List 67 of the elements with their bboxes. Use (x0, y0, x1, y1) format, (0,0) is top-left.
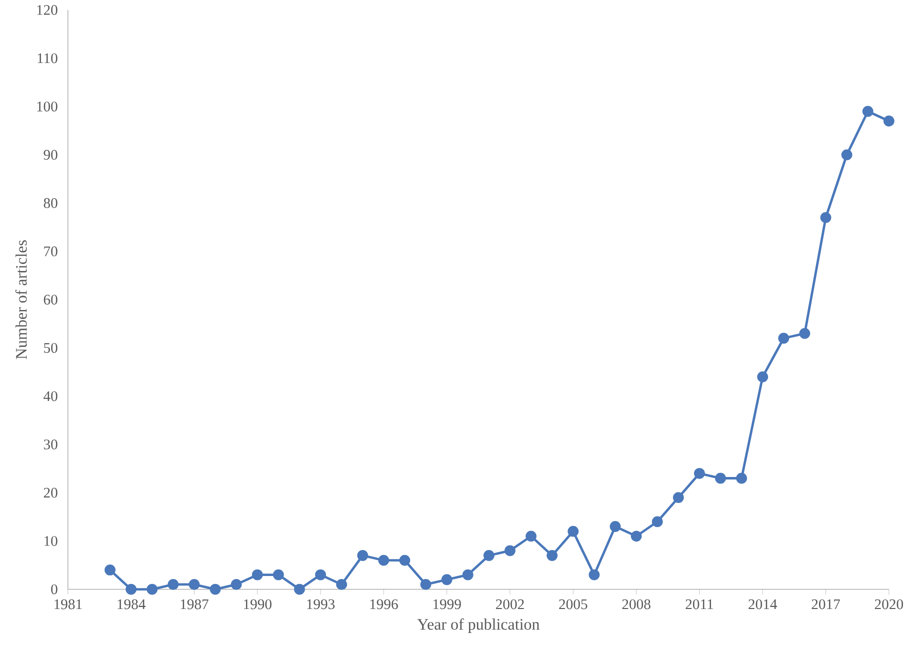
y-tick-label: 10 (44, 536, 58, 546)
x-tick-label: 2020 (874, 599, 904, 610)
y-tick-label: 50 (44, 342, 58, 353)
point (104, 564, 116, 576)
x-tick-label: 1993 (307, 599, 335, 610)
point (315, 569, 326, 580)
point (526, 530, 537, 542)
point (210, 584, 221, 595)
y-tick-label: 0 (51, 584, 58, 594)
point (778, 332, 790, 344)
point (630, 530, 642, 542)
point (399, 554, 410, 566)
point (357, 550, 368, 561)
point (230, 578, 242, 590)
x-tick-label: 2011 (686, 599, 713, 610)
point (588, 569, 600, 580)
point (715, 472, 726, 484)
point (462, 569, 474, 580)
point (841, 149, 852, 160)
x-axis-title: Year of publication (417, 618, 540, 633)
point (483, 550, 494, 561)
point (568, 526, 579, 537)
y-tick-label: 100 (37, 102, 58, 112)
point (168, 578, 179, 590)
y-tick-label: 90 (44, 150, 58, 160)
x-tick-label: 2017 (812, 599, 840, 610)
point (820, 212, 832, 223)
y-tick-label: 20 (44, 488, 58, 498)
point (378, 554, 390, 566)
point (610, 520, 621, 532)
point (546, 550, 558, 561)
point (294, 584, 305, 595)
y-tick-label: 80 (44, 198, 58, 208)
point (252, 569, 263, 580)
x-tick-label: 2002 (496, 599, 524, 610)
point (272, 569, 284, 580)
point (504, 545, 516, 556)
point (862, 106, 874, 117)
y-tick-label: 60 (44, 294, 58, 304)
y-axis-title: Number of articles (15, 240, 27, 359)
point (799, 328, 810, 339)
x-tick-label: 1984 (118, 599, 146, 610)
x-tick-label: 1996 (370, 599, 398, 610)
y-tick-label: 30 (44, 439, 58, 450)
y-tick-label: 40 (44, 391, 58, 402)
point (146, 584, 158, 595)
point (420, 578, 432, 590)
x-tick-label: 2005 (559, 599, 588, 610)
point (188, 578, 200, 590)
x-tick-label: 1999 (433, 599, 461, 610)
point (336, 578, 348, 590)
x-tick-label: 2008 (622, 599, 650, 610)
x-tick-label: 2014 (748, 599, 778, 610)
point (672, 492, 684, 503)
x-tick-label: 1987 (180, 599, 208, 610)
point (757, 371, 768, 382)
point (441, 574, 452, 585)
point (694, 468, 705, 479)
point (736, 472, 748, 484)
y-tick-label: 110 (38, 53, 58, 64)
y-tick-label: 70 (44, 246, 58, 256)
x-tick-label: 1990 (244, 599, 272, 610)
point (126, 584, 137, 595)
y-tick-label: 120 (37, 4, 58, 15)
point (652, 516, 663, 528)
point (883, 115, 894, 126)
x-tick-label: 1981 (54, 599, 82, 610)
